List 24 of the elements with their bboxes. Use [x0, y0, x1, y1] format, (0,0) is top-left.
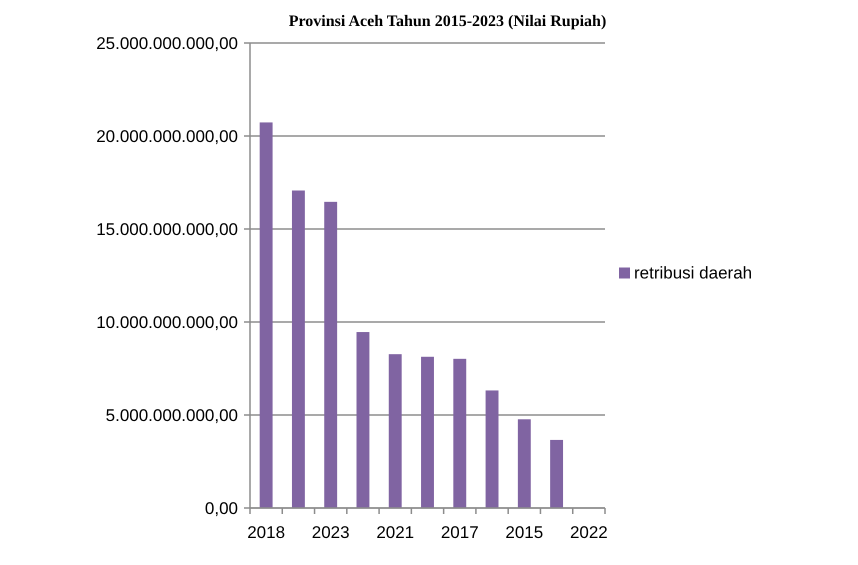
y-tick-label: 25.000.000.000,00 — [96, 34, 238, 53]
bar — [356, 332, 370, 508]
bar — [486, 390, 498, 508]
bar — [324, 202, 338, 508]
y-tick-label: 0,00 — [204, 499, 238, 518]
x-tick-label: 2015 — [505, 523, 544, 542]
x-tick-label: 2022 — [570, 523, 608, 542]
bar — [453, 358, 466, 508]
bar — [518, 419, 531, 508]
x-tick-label: 2023 — [312, 523, 350, 542]
bar — [292, 190, 305, 508]
y-tick-label: 20.000.000.000,00 — [96, 127, 238, 146]
y-tick-label: 15.000.000.000,00 — [96, 220, 238, 239]
bar — [260, 122, 273, 508]
y-tick-label: 5.000.000.000,00 — [106, 406, 238, 425]
x-tick-label: 2021 — [376, 523, 414, 542]
bar — [550, 440, 564, 508]
y-tick-label: 10.000.000.000,00 — [96, 313, 238, 332]
bar — [388, 354, 402, 508]
bar — [421, 356, 434, 508]
chart-title: Provinsi Aceh Tahun 2015-2023 (Nilai Rupiah) — [288, 13, 606, 30]
legend-label: retribusi daerah — [634, 264, 752, 282]
x-tick-label: 2017 — [440, 523, 479, 542]
x-tick-label: 2018 — [247, 523, 286, 542]
